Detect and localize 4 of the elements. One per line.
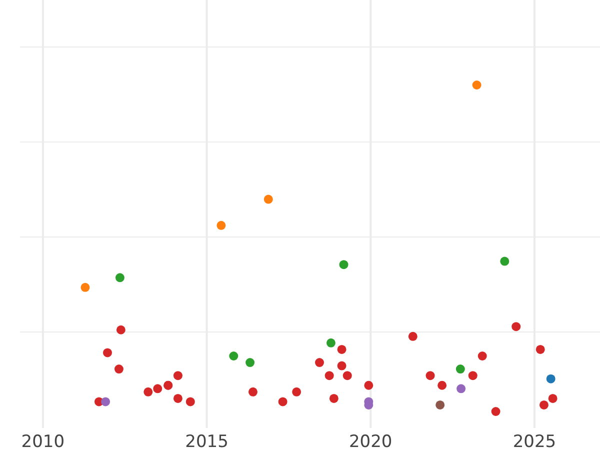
x-tick-label: 2020 xyxy=(348,432,392,450)
x-tick-label: 2010 xyxy=(21,432,65,450)
x-tick-label: 2025 xyxy=(512,432,556,450)
x-tick-label: 2015 xyxy=(185,432,228,450)
